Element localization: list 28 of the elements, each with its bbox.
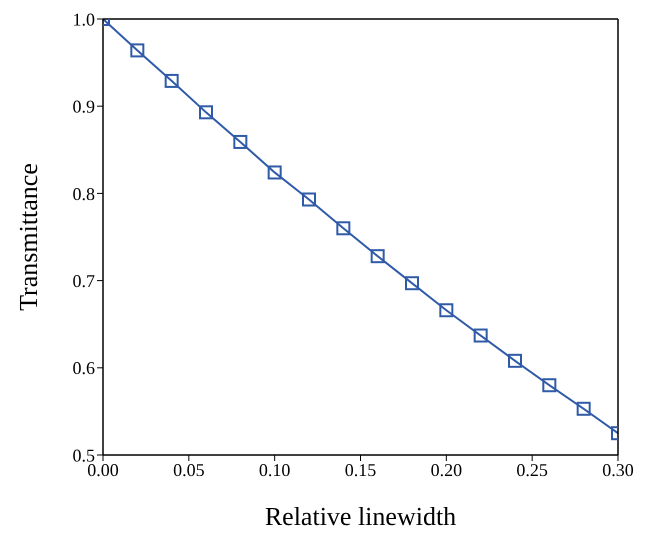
point <box>164 74 179 88</box>
y-tick-label: 0.6 <box>72 358 95 378</box>
point <box>508 354 522 368</box>
x-tick-label: 0.25 <box>516 460 548 480</box>
point <box>439 303 454 318</box>
point <box>268 165 282 180</box>
point <box>370 249 385 264</box>
point <box>474 328 488 343</box>
x-axis-title: Relative linewidth <box>264 502 456 531</box>
y-tick-label: 0.8 <box>72 184 95 204</box>
y-tick-label: 0.9 <box>72 96 95 117</box>
point <box>302 192 316 207</box>
x-tick-label: 0.20 <box>430 460 462 480</box>
y-tick-label: 0.5 <box>72 445 95 466</box>
y-tick-label: 0.7 <box>72 270 95 291</box>
x-tick-label: 0.15 <box>344 460 376 480</box>
y-tick-label: 1.0 <box>72 9 95 30</box>
x-tick-label: 0.05 <box>173 460 205 480</box>
point <box>199 105 213 120</box>
x-tick-label: 0.30 <box>602 460 634 480</box>
point <box>336 221 350 236</box>
point <box>405 276 419 290</box>
point <box>542 378 556 392</box>
point <box>130 43 144 58</box>
y-axis-title: Transmittance <box>14 163 44 311</box>
point <box>233 134 248 149</box>
point <box>576 402 591 416</box>
x-tick-label: 0.10 <box>258 460 290 480</box>
